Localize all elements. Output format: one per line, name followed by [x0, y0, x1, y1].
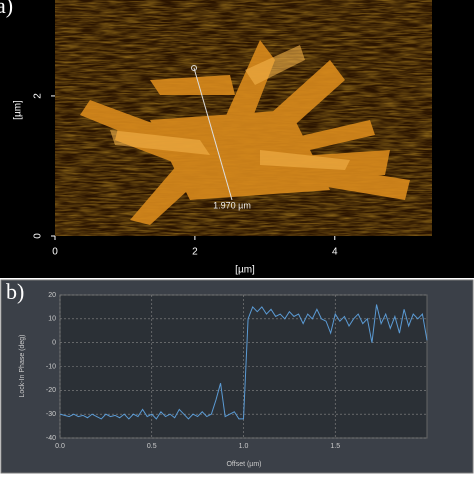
data-line: [59, 304, 428, 420]
y-tick-label: -30: [46, 411, 56, 418]
y-tick-label: 0: [33, 233, 44, 239]
y-axis-label: [µm]: [13, 100, 24, 120]
panel-label: b): [6, 279, 24, 304]
measure-point: [191, 65, 197, 71]
y-tick-label: 10: [48, 316, 56, 323]
x-tick-label: 0.0: [55, 443, 65, 450]
y-tick-label: -10: [46, 363, 56, 370]
x-axis-label: Offset (µm): [226, 461, 261, 468]
annotation: 1.970 µm: [213, 200, 251, 210]
x-tick-label: 0: [52, 247, 58, 258]
x-tick-label: 1.5: [330, 443, 340, 450]
x-tick-label: 2: [192, 247, 198, 258]
x-tick-label: 1.0: [239, 443, 249, 450]
measure-line: [193, 67, 233, 201]
x-tick-label: 0.5: [147, 443, 157, 450]
y-tick-label: 20: [48, 292, 56, 299]
y-axis-label: Lock-In Phase (deg): [19, 334, 26, 397]
y-tick-label: -40: [46, 435, 56, 442]
y-tick-label: -20: [46, 387, 56, 394]
panel-label: a): [0, 0, 13, 18]
x-tick-label: 4: [332, 247, 338, 258]
afm-image: [55, 0, 432, 236]
y-tick-label: 0: [52, 340, 56, 347]
y-tick-label: 2: [33, 93, 44, 99]
x-axis-label: [µm]: [235, 265, 255, 276]
